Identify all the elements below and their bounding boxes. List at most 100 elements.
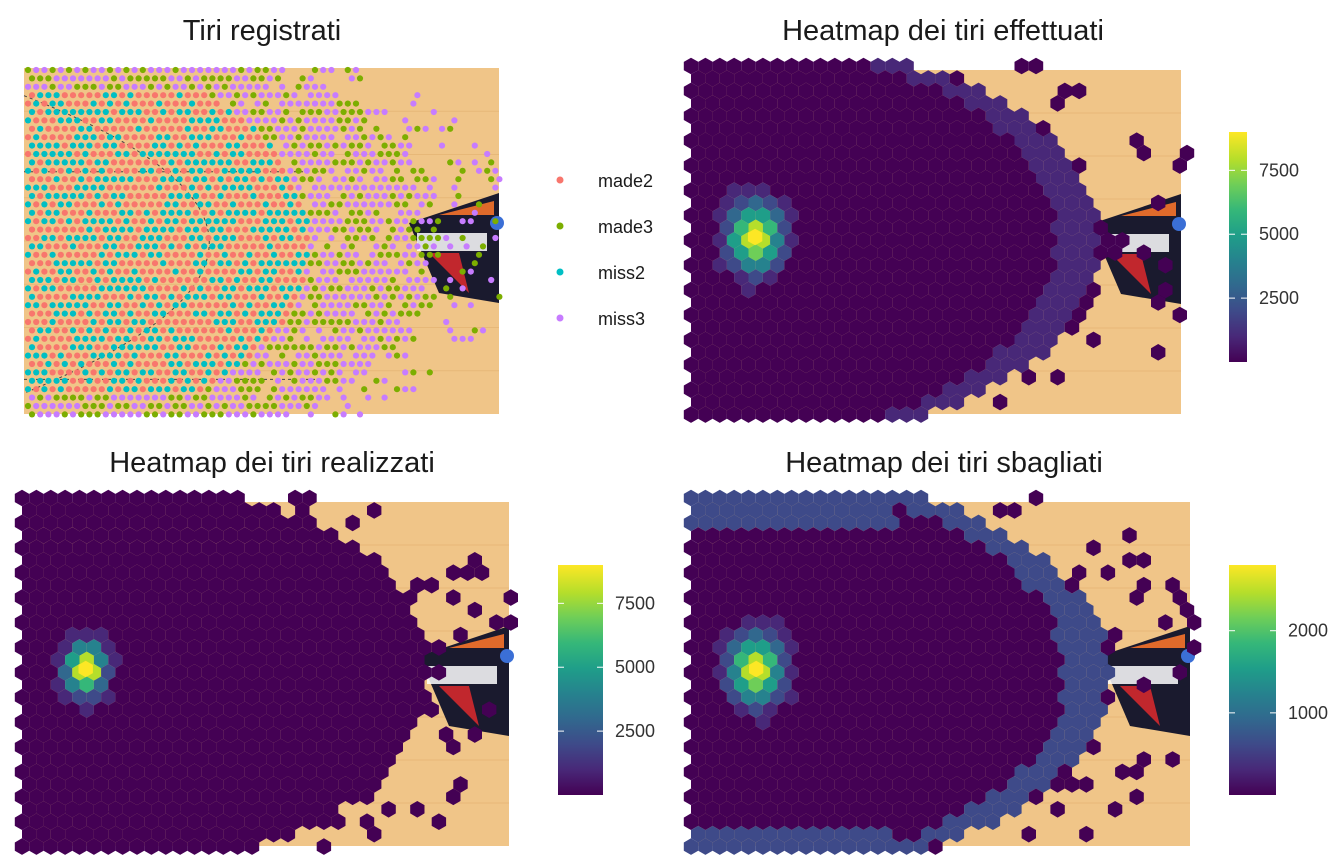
shot-point xyxy=(172,218,179,225)
hex-bin xyxy=(784,306,799,324)
hex-bin xyxy=(971,381,986,398)
hex-bin xyxy=(1187,614,1202,631)
hex-bin xyxy=(849,751,864,768)
shot-point xyxy=(225,360,232,368)
shot-point xyxy=(53,226,60,233)
hex-bin xyxy=(827,107,842,125)
shot-point xyxy=(250,344,257,351)
shot-point xyxy=(467,335,474,342)
shot-point xyxy=(348,142,355,149)
hex-bin xyxy=(784,639,799,656)
hex-bin xyxy=(856,182,871,199)
hex-bin xyxy=(755,763,771,781)
shot-point xyxy=(53,276,60,284)
shot-point xyxy=(192,209,200,216)
shot-point xyxy=(229,83,237,90)
hex-bin xyxy=(798,207,814,224)
hex-bin xyxy=(101,614,116,631)
hex-bin xyxy=(395,626,411,644)
shot-point xyxy=(377,335,384,342)
hex-bin xyxy=(734,144,749,162)
shot-point xyxy=(418,218,425,225)
shot-point xyxy=(184,142,191,149)
hex-bin xyxy=(388,614,403,631)
hex-bin xyxy=(913,688,929,706)
hex-bin xyxy=(1036,626,1051,644)
hex-bin xyxy=(942,738,957,756)
shot-point xyxy=(143,293,150,300)
shot-point xyxy=(98,369,105,376)
shot-point xyxy=(414,226,421,233)
shot-point xyxy=(197,369,204,376)
hex-bin xyxy=(841,132,857,149)
shot-point xyxy=(229,100,237,107)
shot-point xyxy=(389,159,396,166)
hex-bin xyxy=(1072,639,1087,656)
shot-point xyxy=(295,251,302,258)
hex-bin xyxy=(971,813,986,830)
hex-bin xyxy=(187,539,202,557)
shot-point xyxy=(299,176,306,183)
shot-point xyxy=(242,75,249,82)
shot-point xyxy=(324,394,331,401)
shot-point xyxy=(217,344,224,351)
hex-bin xyxy=(388,738,403,756)
hex-bin xyxy=(827,738,842,756)
shot-point xyxy=(414,260,421,267)
shot-point xyxy=(377,150,384,158)
hex-bin xyxy=(237,601,252,619)
hex-bin xyxy=(1050,169,1065,187)
shot-point xyxy=(37,260,44,267)
hex-bin xyxy=(36,527,51,544)
hex-bin xyxy=(834,825,850,843)
shot-point xyxy=(221,352,228,359)
shot-point xyxy=(115,402,122,410)
hex-bin xyxy=(115,788,130,806)
hex-bin xyxy=(129,539,145,557)
hex-bin xyxy=(683,788,699,806)
shot-point xyxy=(53,327,60,334)
shot-point xyxy=(332,142,339,149)
hex-bin xyxy=(280,825,296,843)
hex-bin xyxy=(50,626,66,644)
shot-point xyxy=(373,310,380,317)
hex-bin xyxy=(770,813,785,830)
shot-point xyxy=(156,117,163,124)
hex-bin xyxy=(849,801,864,818)
hex-bin xyxy=(50,527,66,544)
shot-point xyxy=(131,335,138,342)
hex-bin xyxy=(93,527,109,544)
shot-point xyxy=(258,108,265,116)
shot-point xyxy=(184,310,191,317)
shot-point xyxy=(164,352,171,359)
hex-bin xyxy=(29,614,44,631)
hex-bin xyxy=(935,368,950,386)
shot-point xyxy=(373,377,380,384)
shot-point xyxy=(328,66,335,74)
shot-point xyxy=(28,142,36,149)
hex-bin xyxy=(115,514,130,532)
shot-point xyxy=(168,142,175,149)
hex-bin xyxy=(165,726,181,743)
shot-point xyxy=(283,260,290,267)
shot-point xyxy=(45,327,52,334)
hex-bin xyxy=(899,132,914,149)
shot-point xyxy=(332,377,339,384)
shot-point xyxy=(41,201,48,208)
shot-point xyxy=(90,234,97,242)
hex-bin xyxy=(913,838,929,855)
shot-point xyxy=(262,302,269,309)
shot-point xyxy=(86,92,93,99)
hex-bin xyxy=(748,244,763,261)
shot-point xyxy=(389,192,396,200)
hex-bin xyxy=(798,763,814,781)
shot-point xyxy=(246,234,253,242)
hex-bin xyxy=(151,676,166,694)
hex-bin xyxy=(295,576,310,594)
hex-bin xyxy=(1021,144,1036,162)
hex-bin xyxy=(129,639,145,656)
hex-bin xyxy=(43,713,58,731)
hex-bin xyxy=(1021,244,1036,261)
hex-bin xyxy=(1043,639,1058,656)
hex-bin xyxy=(892,269,907,286)
